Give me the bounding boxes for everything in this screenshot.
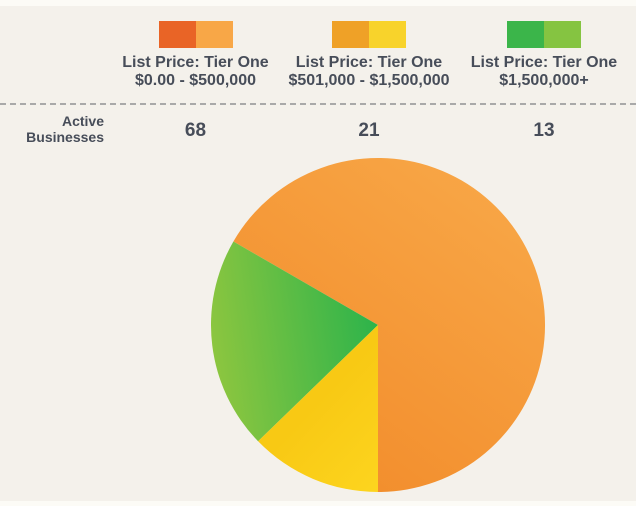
active-businesses-label-line1: Active: [61, 113, 104, 129]
legend-range: $0.00 - $500,000: [135, 72, 256, 89]
swatch-left-half: [507, 21, 544, 48]
pie-slice-3: [258, 325, 378, 493]
legend-swatch-tier2: [332, 21, 406, 48]
swatch-left-half: [158, 21, 196, 48]
swatch-right-half: [369, 21, 406, 48]
active-businesses-label-line2: Businesses: [26, 129, 104, 145]
active-businesses-label: Active Businesses: [0, 113, 104, 145]
legend-label: List Price: Tier One: [470, 54, 618, 71]
legend-item-tier1: List Price: Tier One $0.00 - $500,000: [103, 21, 288, 90]
stat-value-tier2: 21: [358, 120, 380, 141]
bottom-edge: [0, 501, 636, 506]
stat-value-tier3: 13: [533, 120, 555, 141]
legend-item-tier2: List Price: Tier One $501,000 - $1,500,0…: [283, 21, 455, 90]
stat-value-tier1: 68: [184, 120, 207, 141]
top-edge: [0, 0, 636, 6]
swatch-right-half: [195, 21, 233, 48]
legend-item-tier3: List Price: Tier One $1,500,000+: [458, 21, 630, 90]
legend-swatch-tier3: [507, 21, 581, 48]
swatch-right-half: [544, 21, 581, 48]
pie-slice-1: [233, 158, 546, 492]
dashed-separator: [0, 103, 636, 105]
legend-range: $1,500,000+: [499, 72, 589, 89]
legend-range: $501,000 - $1,500,000: [288, 72, 450, 89]
pie-slice-2: [210, 241, 378, 442]
legend-label: List Price: Tier One: [295, 54, 443, 71]
legend-swatch-tier1: [158, 21, 233, 48]
swatch-left-half: [332, 21, 369, 48]
legend-label: List Price: Tier One: [122, 54, 269, 71]
